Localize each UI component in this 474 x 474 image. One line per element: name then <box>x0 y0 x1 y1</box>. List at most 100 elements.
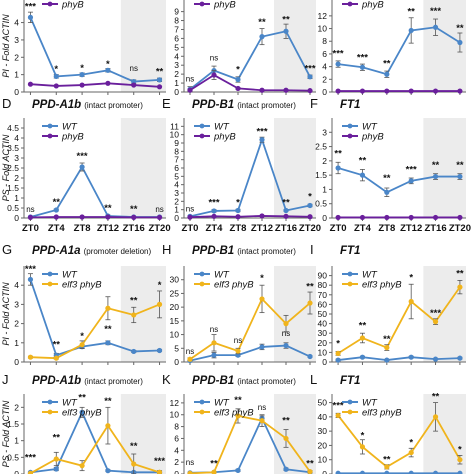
data-point <box>359 335 366 341</box>
data-point <box>53 355 59 361</box>
legend-label: phyB <box>361 132 384 143</box>
significance-label: ** <box>234 395 242 406</box>
significance-label: * <box>54 64 58 75</box>
significance-label: * <box>80 63 84 74</box>
data-point <box>211 72 217 78</box>
panel-gene: PPD-B1 <box>192 99 234 111</box>
data-point <box>307 300 313 306</box>
significance-label: ns <box>155 205 163 214</box>
data-point <box>187 214 193 220</box>
data-point <box>105 214 111 220</box>
y-tick-label: 20 <box>318 440 328 450</box>
series-line-0 <box>337 26 461 76</box>
data-point <box>283 435 289 442</box>
y-tick-label: 5 <box>174 42 179 52</box>
legend-swatch-marker <box>47 1 53 7</box>
y-tick-label: 10 <box>318 455 328 465</box>
data-point <box>335 350 341 356</box>
panel-gene: PPD-A1b <box>32 375 81 387</box>
x-tick-label: ZT4 <box>354 223 372 234</box>
y-axis-title: PS - Fold ACTIN <box>1 134 11 201</box>
y-tick-label: 30 <box>170 275 180 285</box>
data-point <box>79 72 85 78</box>
legend-label: WT <box>362 270 378 281</box>
legend-label: phyB <box>213 132 236 143</box>
panel-letter: H <box>162 242 171 257</box>
y-tick-label: 80 <box>318 280 328 290</box>
x-tick-label: ZT8 <box>230 223 247 234</box>
legend-label: elf3 phyB <box>62 408 102 419</box>
y-tick-label: 2 <box>14 319 19 329</box>
series-line-0 <box>29 16 160 83</box>
data-point <box>457 470 463 474</box>
y-tick-label: 10 <box>170 130 180 140</box>
significance-label: ** <box>104 396 112 407</box>
data-point <box>27 276 34 283</box>
data-point <box>27 354 34 360</box>
data-point <box>105 80 111 86</box>
data-point <box>105 468 111 474</box>
y-tick-label: 15 <box>170 316 180 326</box>
y-tick-label: 8 <box>174 422 179 432</box>
legend-label: WT <box>62 398 78 409</box>
data-point <box>432 319 439 325</box>
data-point <box>359 172 366 178</box>
data-point <box>53 456 59 462</box>
panel-letter: F <box>310 96 318 111</box>
data-point <box>27 81 34 87</box>
y-tick-label: 4 <box>14 18 19 28</box>
significance-label: ** <box>383 59 391 70</box>
y-tick-label: 90 <box>318 271 328 281</box>
significance-label: *** <box>25 453 36 464</box>
data-point <box>235 348 241 354</box>
y-tick-label: 0 <box>322 87 327 97</box>
data-point <box>79 214 85 220</box>
data-point <box>307 202 313 209</box>
data-point <box>53 83 59 89</box>
data-point <box>259 213 265 219</box>
legend-swatch-marker <box>47 409 53 415</box>
significance-label: ns <box>186 347 194 356</box>
y-tick-label: 25 <box>170 288 180 298</box>
significance-label: ns <box>186 204 194 213</box>
data-point <box>359 64 366 70</box>
significance-label: ** <box>282 416 290 427</box>
x-tick-label: ZT12 <box>251 223 273 234</box>
y-tick-label: 4 <box>14 133 19 143</box>
y-tick-label: 2.5 <box>7 163 19 173</box>
y-tick-label: 1 <box>14 338 19 348</box>
y-tick-label: 2.5 <box>315 142 327 152</box>
data-point <box>335 88 341 94</box>
data-point <box>259 344 265 350</box>
y-axis-title: PS - Fold ACTIN <box>1 400 11 467</box>
data-point <box>259 87 265 93</box>
significance-label: *** <box>25 264 36 275</box>
x-tick-label: ZT16 <box>275 223 297 234</box>
x-tick-label: ZT0 <box>182 223 199 234</box>
panel-gene: PPD-B1 <box>192 245 234 257</box>
y-tick-label: 4 <box>322 62 327 72</box>
legend-swatch-marker <box>47 281 53 287</box>
x-tick-label: ZT4 <box>48 223 66 234</box>
panel-letter: L <box>310 372 317 387</box>
y-tick-label: 0 <box>14 213 19 223</box>
y-tick-label: 0 <box>174 469 179 474</box>
panel-letter: D <box>2 96 11 111</box>
legend-swatch-marker <box>47 399 53 405</box>
y-tick-label: 20 <box>170 302 180 312</box>
panel-letter: K <box>162 372 171 387</box>
data-point <box>131 312 137 318</box>
legend-label: WT <box>62 270 78 281</box>
data-point <box>283 213 289 219</box>
significance-label: ** <box>383 334 391 345</box>
legend-swatch-marker <box>347 399 353 405</box>
panel-gene: FT1 <box>340 99 360 111</box>
significance-label: ** <box>53 197 61 208</box>
data-point <box>283 207 289 214</box>
significance-label: ns <box>186 458 194 467</box>
x-tick-label: ZT16 <box>123 223 145 234</box>
y-tick-label: 0 <box>322 469 327 474</box>
y-tick-label: 1 <box>174 78 179 88</box>
